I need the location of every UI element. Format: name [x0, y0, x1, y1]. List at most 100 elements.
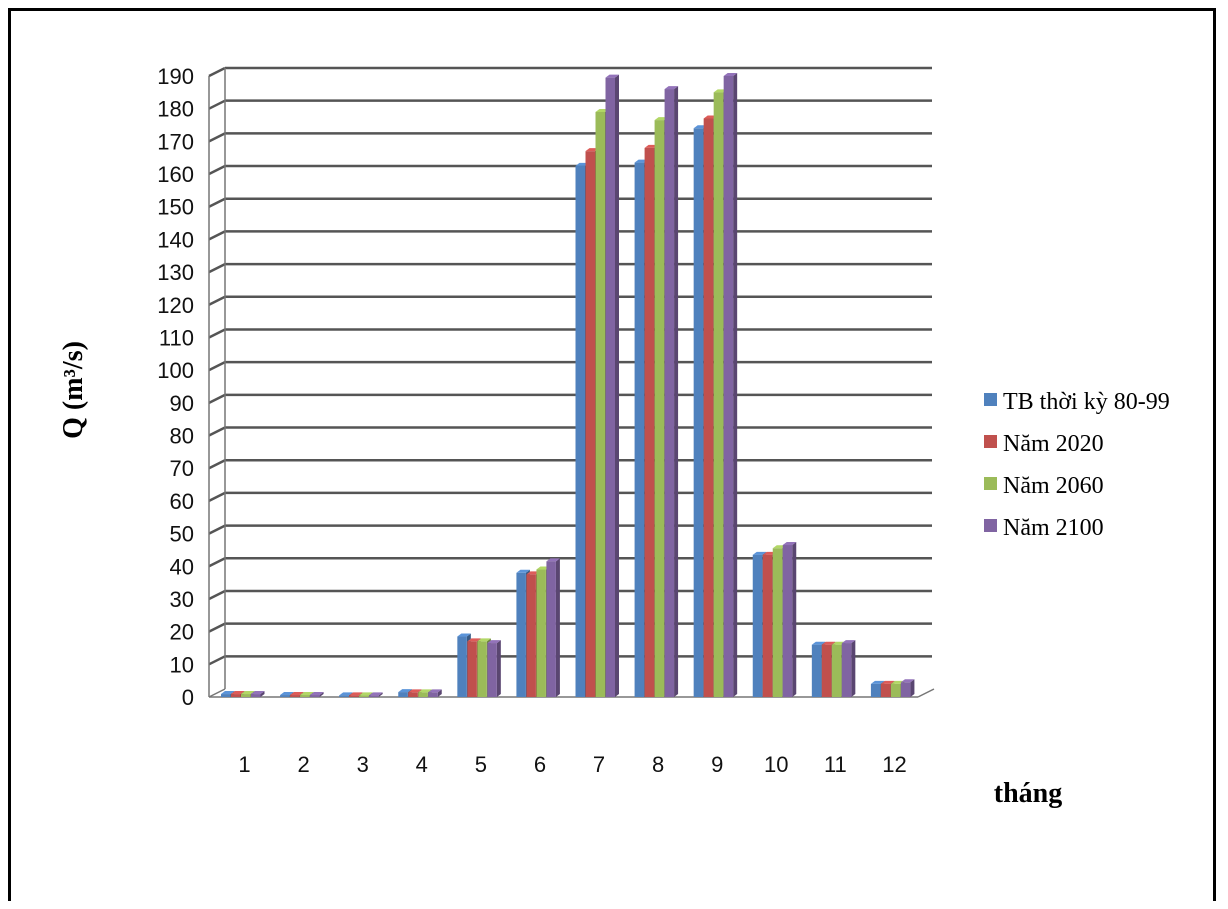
- bar-top: [487, 640, 501, 644]
- bar: [693, 128, 704, 697]
- grid-line-side: [208, 557, 226, 568]
- bar-top: [870, 680, 885, 684]
- bar-top: [467, 638, 481, 642]
- bar-top: [310, 692, 324, 696]
- bar-side: [674, 86, 679, 698]
- floor-right-edge: [917, 688, 935, 698]
- bar-side: [733, 73, 738, 697]
- legend-swatch: [984, 519, 997, 532]
- bar-side: [851, 640, 856, 697]
- bar: [605, 77, 615, 697]
- bar-side: [496, 640, 501, 697]
- grid-line-side: [208, 524, 226, 535]
- bar-top: [723, 73, 738, 76]
- bar-top: [359, 692, 373, 696]
- bar: [782, 545, 793, 697]
- legend-swatch: [984, 435, 997, 448]
- legend-label: TB thời kỳ 80-99: [1003, 389, 1170, 415]
- grid-line-side: [208, 99, 226, 110]
- bar-side: [437, 689, 442, 697]
- bar-top: [900, 679, 915, 683]
- bar-top: [811, 641, 826, 645]
- legend-label: Năm 2060: [1003, 473, 1104, 499]
- x-tick-label: 2: [298, 752, 310, 777]
- x-tick-label: 7: [593, 752, 605, 777]
- bar-top: [516, 569, 530, 573]
- bar: [772, 548, 783, 697]
- x-tick-label: 8: [652, 752, 664, 777]
- bar: [762, 554, 773, 697]
- bar: [231, 694, 241, 697]
- bar-top: [339, 692, 353, 696]
- bar-top: [428, 689, 442, 693]
- chart-frame: [8, 8, 1216, 901]
- y-tick-label: 150: [157, 195, 194, 220]
- bar-top: [664, 86, 679, 90]
- bar: [831, 644, 842, 697]
- grid-line-side: [208, 328, 226, 339]
- bar: [752, 554, 763, 697]
- bar: [280, 695, 290, 697]
- bar: [290, 695, 300, 697]
- bar-top: [408, 689, 422, 693]
- bar: [595, 111, 605, 697]
- y-tick-label: 140: [157, 227, 194, 252]
- bar-top: [221, 691, 235, 695]
- grid-line-side: [208, 426, 226, 437]
- legend: TB thời kỳ 80-99 Năm 2020 Năm 2060 Năm 2100: [984, 389, 1170, 541]
- y-tick-label: 40: [170, 554, 194, 579]
- x-tick-label: 12: [882, 752, 906, 777]
- y-tick-label: 20: [170, 620, 194, 645]
- y-tick-label: 120: [157, 293, 194, 318]
- bar: [398, 692, 408, 697]
- legend-label: Năm 2100: [1003, 515, 1104, 541]
- bar: [300, 695, 310, 697]
- bar: [339, 695, 349, 697]
- bar-top: [752, 551, 767, 555]
- x-tick-label: 9: [711, 752, 723, 777]
- bar-top: [241, 691, 255, 695]
- legend-label: Năm 2020: [1003, 431, 1104, 457]
- bar: [664, 89, 675, 698]
- bar: [713, 92, 724, 697]
- bar: [310, 695, 320, 697]
- grid-line-side: [208, 66, 226, 78]
- bar: [703, 118, 714, 697]
- bar-side: [260, 691, 265, 697]
- bar: [241, 694, 251, 697]
- bar: [811, 644, 822, 697]
- y-tick-label: 0: [182, 685, 194, 710]
- bar: [369, 695, 379, 697]
- bar: [516, 572, 526, 697]
- bar: [536, 569, 546, 697]
- y-tick-label: 100: [157, 358, 194, 383]
- bar: [359, 695, 369, 697]
- bar: [644, 147, 655, 697]
- bar: [870, 683, 881, 697]
- bar-side: [319, 692, 324, 697]
- x-tick-label: 4: [416, 752, 428, 777]
- grid-line-side: [208, 164, 226, 176]
- y-tick-label: 90: [170, 391, 194, 416]
- bar-top: [300, 692, 314, 696]
- x-tick-label: 10: [764, 752, 788, 777]
- bar-top: [880, 680, 895, 684]
- legend-swatch: [984, 477, 997, 490]
- bar: [634, 162, 645, 697]
- bar-top: [457, 633, 471, 637]
- bar: [487, 643, 497, 697]
- bar: [428, 692, 438, 697]
- y-tick-label: 50: [170, 522, 194, 547]
- y-tick-label: 110: [159, 325, 194, 350]
- bar-top: [477, 638, 491, 642]
- bars: [221, 73, 915, 698]
- bar: [408, 692, 418, 697]
- grid-line-side: [208, 230, 226, 241]
- y-tick-label: 180: [157, 97, 194, 122]
- bar: [841, 643, 852, 697]
- bar: [585, 151, 595, 697]
- grid-line-side: [208, 589, 226, 601]
- grid-line-side: [208, 622, 226, 633]
- y-axis-title: Q (m³/s): [58, 341, 89, 439]
